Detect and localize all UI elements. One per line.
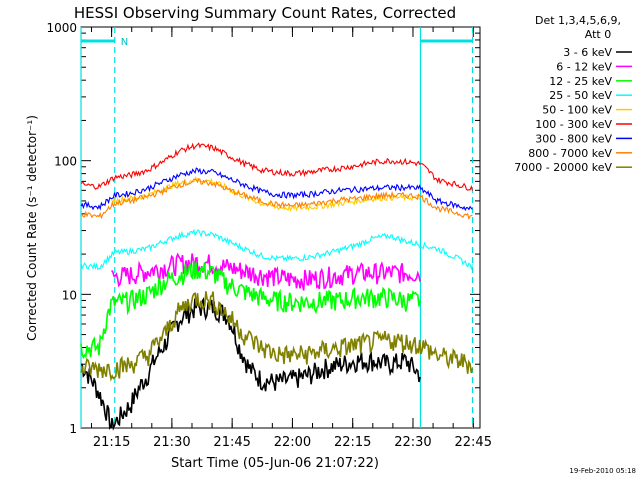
chart-title: HESSI Observing Summary Count Rates, Cor…	[74, 4, 456, 22]
series-line-3	[80, 228, 474, 271]
x-tick-label: 22:15	[334, 435, 371, 450]
x-tick-label: 21:45	[213, 435, 250, 450]
legend-label-6: 300 - 800 keV	[535, 132, 612, 145]
x-tick-label: 21:15	[93, 435, 130, 450]
x-tick-label: 22:45	[455, 435, 492, 450]
legend-header-line-1: Det 1,3,4,5,6,9,	[535, 14, 621, 27]
y-tick-label: 100	[54, 155, 77, 169]
legend-header-line-2: Att 0	[585, 28, 611, 41]
series-line-2	[80, 260, 421, 360]
plot-area: 1 10 100 1000 21:15 21:30 21:45 22:00 22:15 22:30…	[46, 21, 492, 450]
legend-label-8: 7000 - 20000 keV	[514, 161, 612, 174]
footer-date: 19-Feb-2010 05:18	[569, 467, 636, 475]
legend-label-4: 50 - 100 keV	[542, 104, 612, 117]
legend-label-3: 25 - 50 keV	[549, 89, 612, 102]
legend-label-5: 100 - 300 keV	[535, 118, 612, 131]
series-line-8	[80, 291, 474, 382]
series-line-1	[110, 252, 421, 291]
series-line-0	[80, 296, 421, 431]
series-line-7	[80, 178, 473, 221]
legend-label-1: 6 - 12 keV	[556, 60, 612, 73]
night-marker-label: N	[121, 37, 128, 48]
series-line-6	[80, 167, 473, 212]
series-line-5	[80, 142, 474, 191]
y-tick-label: 1000	[46, 21, 77, 35]
y-tick-label: 1	[69, 422, 77, 436]
x-tick-label: 22:30	[394, 435, 431, 450]
legend-label-7: 800 - 7000 keV	[528, 147, 612, 160]
x-axis-label: Start Time (05-Jun-06 21:07:22)	[171, 456, 379, 471]
y-tick-label: 10	[62, 288, 77, 302]
x-tick-label: 22:00	[274, 435, 311, 450]
legend-label-0: 3 - 6 keV	[563, 46, 612, 59]
x-tick-label: 21:30	[153, 435, 190, 450]
legend-label-2: 12 - 25 keV	[549, 75, 612, 88]
y-axis-label: Corrected Count Rate (s⁻¹ detector⁻¹)	[25, 115, 39, 341]
